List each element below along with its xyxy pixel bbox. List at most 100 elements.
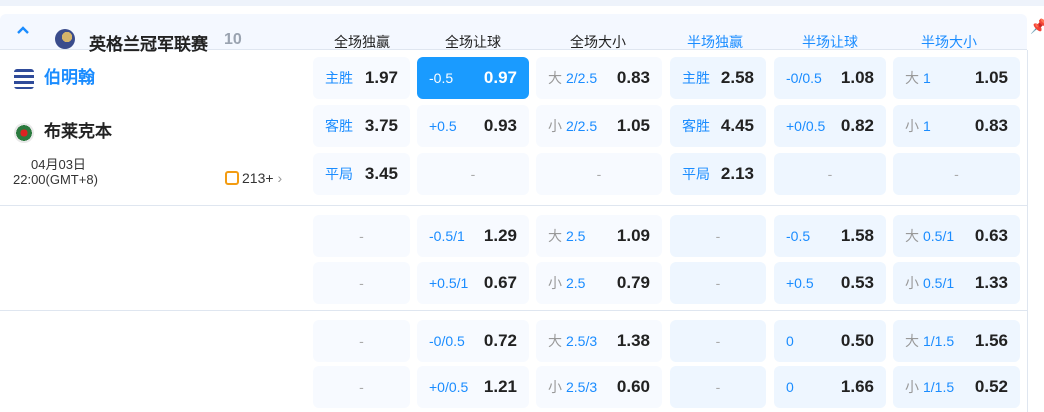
column-header-half-handicap: 半场让球 bbox=[802, 34, 858, 50]
odds-cell-half-1x2: - bbox=[670, 262, 766, 304]
empty-odds: - bbox=[715, 333, 721, 349]
odds-line: 2/2.5 bbox=[566, 118, 598, 134]
odds-value: 1.05 bbox=[616, 116, 650, 135]
odds-cell-half-1x2[interactable]: 客胜 4.45 bbox=[670, 105, 766, 147]
odds-label: 主胜 bbox=[325, 70, 353, 86]
odds-value: 0.82 bbox=[840, 116, 874, 135]
odds-cell-full-1x2: - bbox=[313, 366, 410, 408]
odds-cell-half-over-under[interactable]: 大 1/1.5 1.56 bbox=[893, 320, 1020, 362]
collapse-chevron-icon[interactable] bbox=[16, 23, 30, 37]
odds-cell-full-1x2[interactable]: 平局 3.45 bbox=[313, 153, 410, 195]
match-time: 22:00(GMT+8) bbox=[13, 172, 98, 187]
odds-line: -0/0.5 bbox=[429, 333, 465, 349]
odds-cell-half-handicap[interactable]: 0 0.50 bbox=[774, 320, 886, 362]
odds-line: +0/0.5 bbox=[786, 118, 826, 134]
odds-cell-full-over-under[interactable]: 小 2/2.5 1.05 bbox=[536, 105, 662, 147]
odds-line: 2.5/3 bbox=[566, 379, 598, 395]
odds-cell-half-1x2[interactable]: 平局 2.13 bbox=[670, 153, 766, 195]
odds-value: 1.56 bbox=[974, 331, 1008, 350]
column-header-half-over-under: 半场大小 bbox=[921, 34, 977, 50]
away-team[interactable]: 布莱克本 bbox=[14, 117, 112, 143]
odds-label: 大 bbox=[548, 228, 562, 244]
match-date: 04月03日 bbox=[31, 157, 86, 172]
odds-value: 0.93 bbox=[483, 116, 517, 135]
odds-line: 2.5 bbox=[566, 228, 586, 244]
odds-cell-full-handicap[interactable]: +0.5 0.93 bbox=[417, 105, 529, 147]
column-header-half-1x2: 半场独赢 bbox=[687, 34, 743, 50]
home-team[interactable]: 伯明翰 bbox=[14, 63, 95, 89]
markets-count: 213+ bbox=[242, 170, 274, 186]
odds-value: 1.05 bbox=[974, 68, 1008, 87]
league-match-count: 10 bbox=[224, 31, 242, 48]
odds-cell-half-1x2: - bbox=[670, 366, 766, 408]
odds-cell-full-over-under[interactable]: 大 2.5/3 1.38 bbox=[536, 320, 662, 362]
odds-value: 2.58 bbox=[720, 68, 754, 87]
odds-cell-half-handicap[interactable]: +0.5 0.53 bbox=[774, 262, 886, 304]
empty-odds: - bbox=[359, 275, 364, 291]
odds-cell-full-over-under[interactable]: 小 2.5/3 0.60 bbox=[536, 366, 662, 408]
odds-value: 0.72 bbox=[483, 331, 517, 350]
odds-cell-full-1x2: - bbox=[313, 215, 410, 257]
odds-value: 3.75 bbox=[364, 116, 398, 135]
odds-value: 1.58 bbox=[840, 226, 874, 245]
pin-icon[interactable]: 📌 bbox=[1030, 18, 1044, 34]
odds-cell-full-over-under[interactable]: 大 2/2.5 0.83 bbox=[536, 57, 662, 99]
league-logo-icon bbox=[55, 29, 75, 49]
league-header[interactable]: 英格兰冠军联赛 10 全场独赢 全场让球 全场大小 半场独赢 半场让球 半场大小 bbox=[0, 14, 1027, 54]
odds-cell-half-handicap[interactable]: -0.5 1.58 bbox=[774, 215, 886, 257]
odds-cell-half-over-under[interactable]: 大 0.5/1 0.63 bbox=[893, 215, 1020, 257]
odds-cell-half-over-under[interactable]: 小 0.5/1 1.33 bbox=[893, 262, 1020, 304]
odds-line: -0/0.5 bbox=[786, 70, 822, 86]
odds-cell-full-1x2[interactable]: 主胜 1.97 bbox=[313, 57, 410, 99]
odds-label: 大 bbox=[905, 333, 919, 349]
odds-cell-full-1x2: - bbox=[313, 262, 410, 304]
odds-value: 0.53 bbox=[840, 273, 874, 292]
odds-cell-full-1x2[interactable]: 客胜 3.75 bbox=[313, 105, 410, 147]
odds-value: 0.83 bbox=[616, 68, 650, 87]
odds-label: 大 bbox=[548, 70, 562, 86]
odds-cell-half-over-under[interactable]: 大 1 1.05 bbox=[893, 57, 1020, 99]
odds-cell-full-handicap[interactable]: -0/0.5 0.72 bbox=[417, 320, 529, 362]
home-team-logo-icon bbox=[14, 68, 34, 89]
odds-cell-half-over-under[interactable]: 小 1/1.5 0.52 bbox=[893, 366, 1020, 408]
odds-cell-full-handicap[interactable]: -0.5/1 1.29 bbox=[417, 215, 529, 257]
odds-label: 主胜 bbox=[682, 70, 710, 86]
odds-cell-half-over-under[interactable]: 小 1 0.83 bbox=[893, 105, 1020, 147]
odds-cell-half-1x2[interactable]: 主胜 2.58 bbox=[670, 57, 766, 99]
away-team-logo-icon bbox=[14, 122, 34, 143]
odds-value: 3.45 bbox=[364, 164, 398, 183]
odds-label: 小 bbox=[905, 118, 919, 134]
odds-value: 2.13 bbox=[720, 164, 754, 183]
empty-odds: - bbox=[359, 228, 364, 244]
odds-value: 1.29 bbox=[483, 226, 517, 245]
odds-line: -0.5 bbox=[786, 228, 811, 244]
column-header-full-handicap: 全场让球 bbox=[445, 34, 501, 50]
odds-cell-full-handicap[interactable]: +0/0.5 1.21 bbox=[417, 366, 529, 408]
odds-value: 0.67 bbox=[483, 273, 517, 292]
odds-line: 1/1.5 bbox=[923, 333, 955, 349]
chevron-right-icon: › bbox=[277, 170, 283, 186]
away-team-name: 布莱克本 bbox=[44, 122, 112, 141]
odds-cell-half-handicap[interactable]: -0/0.5 1.08 bbox=[774, 57, 886, 99]
odds-label: 小 bbox=[548, 275, 562, 291]
odds-value: 0.63 bbox=[974, 226, 1008, 245]
odds-line: 2.5/3 bbox=[566, 333, 598, 349]
odds-cell-half-handicap[interactable]: +0/0.5 0.82 bbox=[774, 105, 886, 147]
odds-label: 客胜 bbox=[682, 118, 710, 134]
league-name: 英格兰冠军联赛 bbox=[89, 35, 208, 54]
odds-cell-full-handicap[interactable]: +0.5/1 0.67 bbox=[417, 262, 529, 304]
odds-cell-full-over-under[interactable]: 大 2.5 1.09 bbox=[536, 215, 662, 257]
group-divider bbox=[0, 205, 1027, 206]
odds-value: 0.50 bbox=[840, 331, 874, 350]
odds-value: 1.21 bbox=[483, 377, 517, 396]
odds-cell-full-handicap[interactable]: -0.5 0.97 bbox=[417, 57, 529, 99]
odds-cell-half-1x2: - bbox=[670, 320, 766, 362]
odds-line: +0.5 bbox=[429, 118, 457, 134]
odds-line: 0 bbox=[786, 333, 794, 349]
more-markets-link[interactable]: 213+ › bbox=[225, 170, 282, 186]
odds-value: 0.52 bbox=[974, 377, 1008, 396]
odds-cell-full-over-under[interactable]: 小 2.5 0.79 bbox=[536, 262, 662, 304]
odds-line: +0.5/1 bbox=[429, 275, 469, 291]
odds-value: 0.83 bbox=[974, 116, 1008, 135]
odds-cell-half-handicap[interactable]: 0 1.66 bbox=[774, 366, 886, 408]
